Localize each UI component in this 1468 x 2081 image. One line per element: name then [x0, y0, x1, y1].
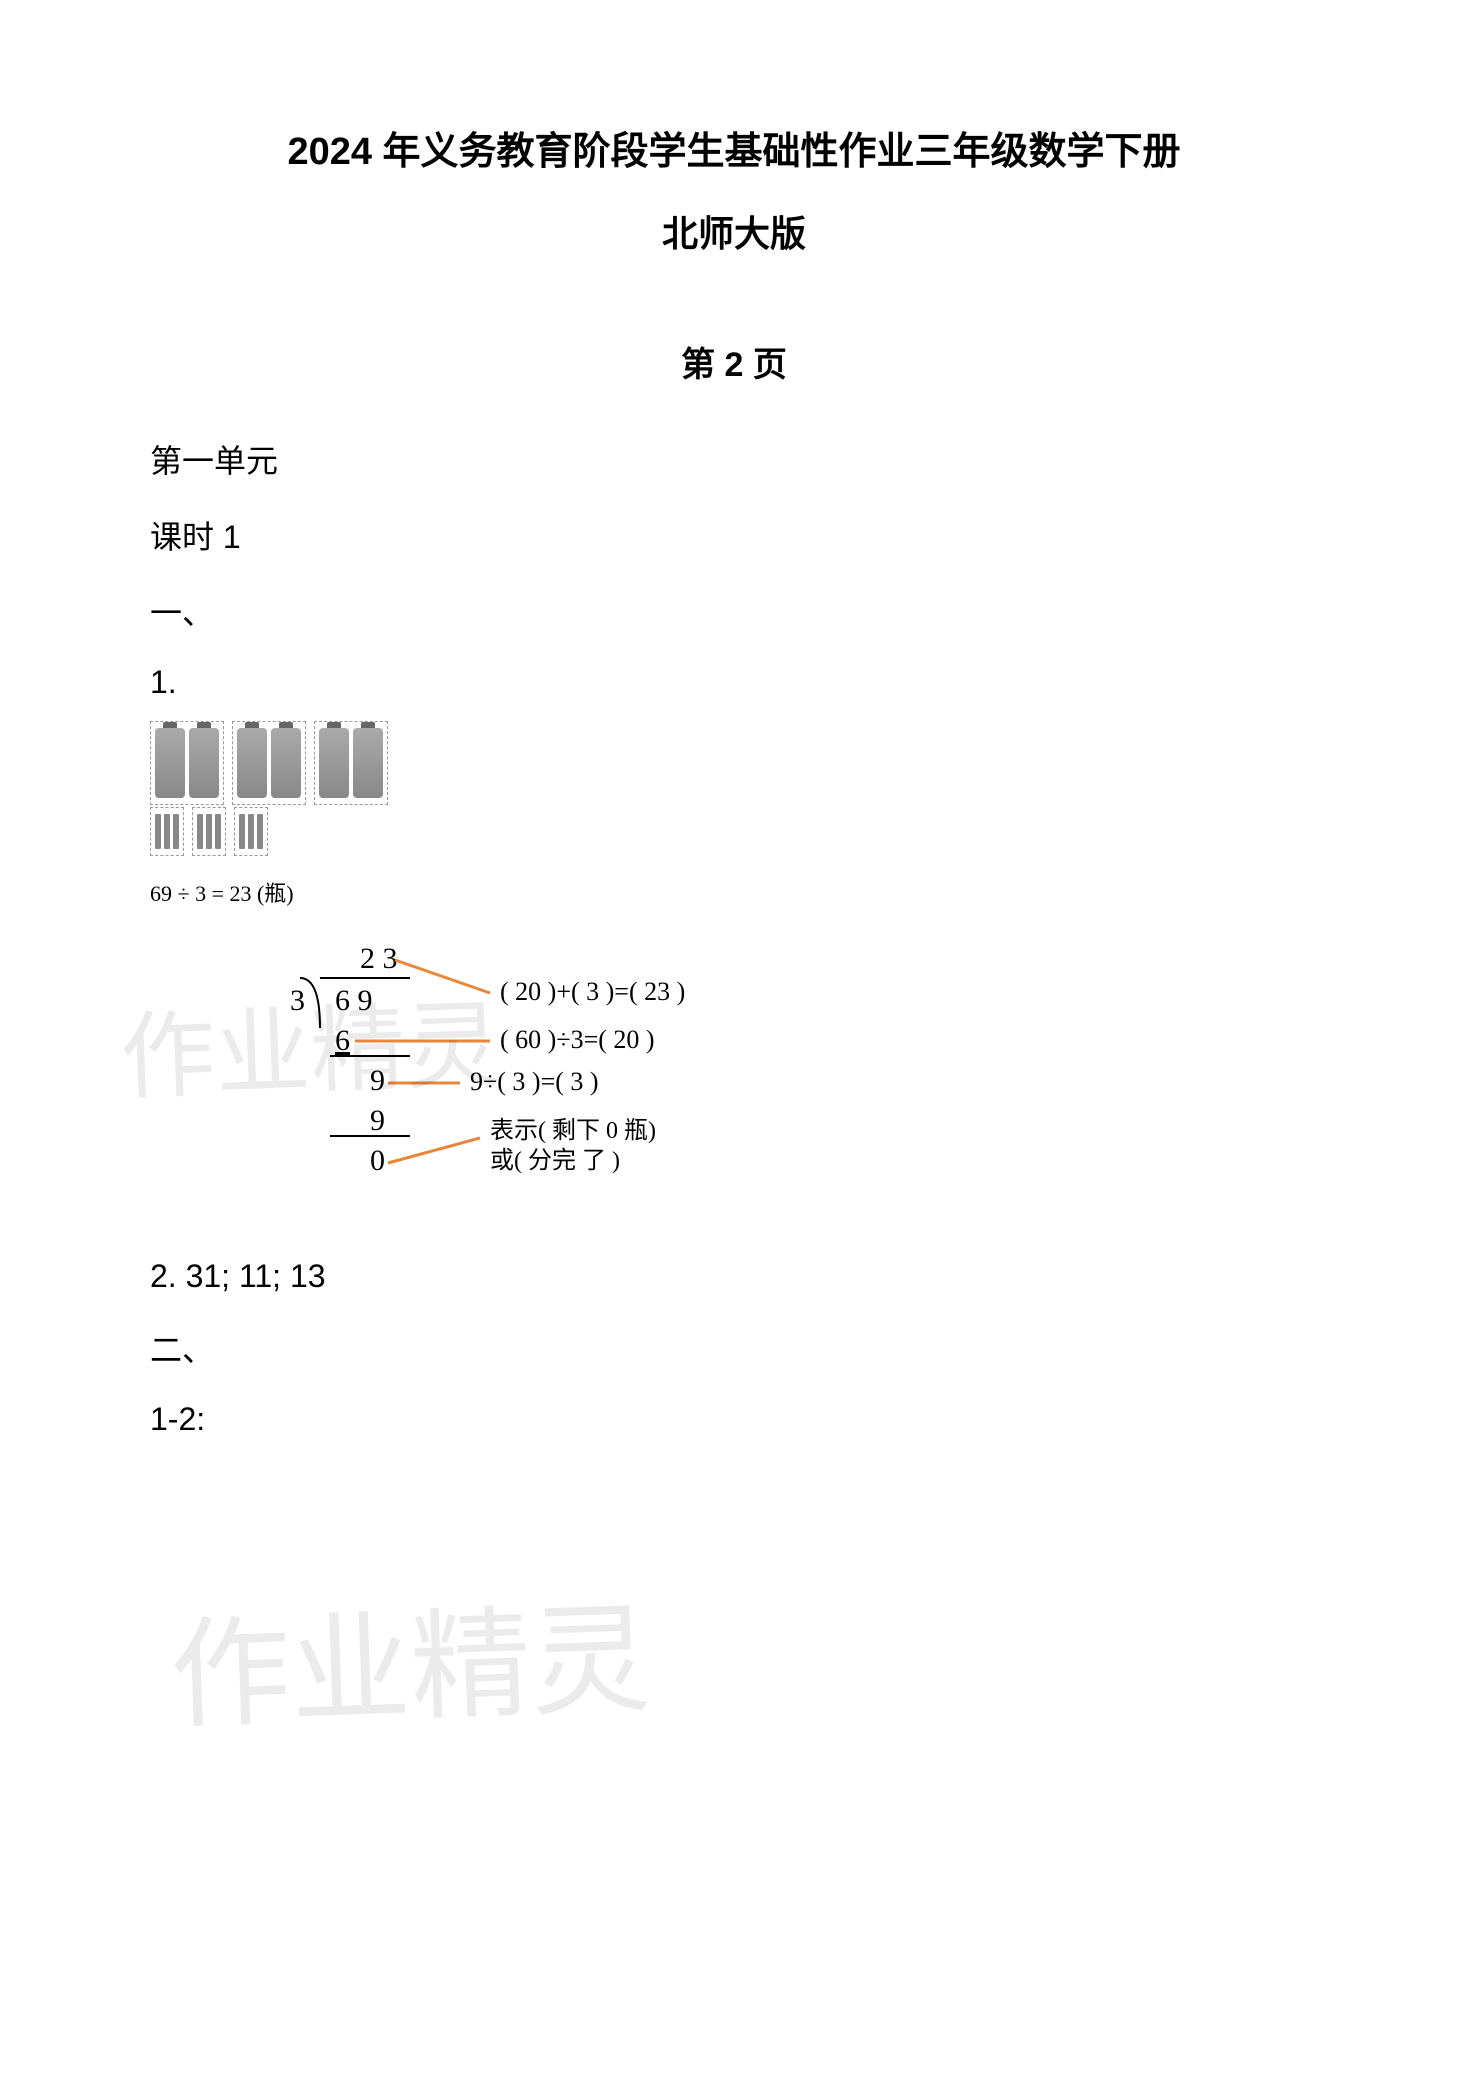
dividend-text: 6 9 — [335, 984, 373, 1017]
step2-remain: 0 — [370, 1144, 385, 1177]
annotation2: ( 60 )÷3=( 20 ) — [500, 1025, 655, 1054]
annotation1: ( 20 )+( 3 )=( 23 ) — [500, 977, 685, 1006]
equation-text: 69 ÷ 3 = 23 (瓶) — [150, 876, 1318, 908]
quotient-text: 2 3 — [360, 942, 398, 975]
q2-text: 2. 31; 11; 13 — [150, 1258, 1318, 1295]
step1-sub: 6 — [335, 1024, 350, 1057]
section-two-label: 二、 — [150, 1325, 1318, 1371]
step1-remain: 9 — [370, 1064, 385, 1097]
section-one-label: 一、 — [150, 588, 1318, 634]
step2-sub: 9 — [370, 1104, 385, 1137]
title-sub: 北师大版 — [150, 205, 1318, 257]
bottles-figure — [150, 721, 1318, 856]
watermark-2: 作业精灵 — [167, 1562, 653, 1753]
long-division-figure: 2 3 3 6 9 6 9 9 0 ( 20 )+( 3 )=( 23 ) ( … — [250, 938, 850, 1218]
divisor-text: 3 — [290, 984, 305, 1017]
unit-label: 第一单元 — [150, 436, 1318, 482]
lesson-label: 课时 1 — [150, 512, 1318, 558]
annotation-line-4 — [388, 1138, 480, 1163]
q1-label: 1. — [150, 664, 1318, 701]
q12-label: 1-2: — [150, 1401, 1318, 1438]
title-main: 2024 年义务教育阶段学生基础性作业三年级数学下册 — [150, 120, 1318, 175]
annotation4b: 或( 分完 了 ) — [490, 1147, 620, 1174]
annotation3: 9÷( 3 )=( 3 ) — [470, 1067, 599, 1096]
annotation4a: 表示( 剩下 0 瓶) — [490, 1117, 656, 1144]
page-label: 第 2 页 — [150, 337, 1318, 386]
annotation-line-1 — [395, 960, 490, 993]
